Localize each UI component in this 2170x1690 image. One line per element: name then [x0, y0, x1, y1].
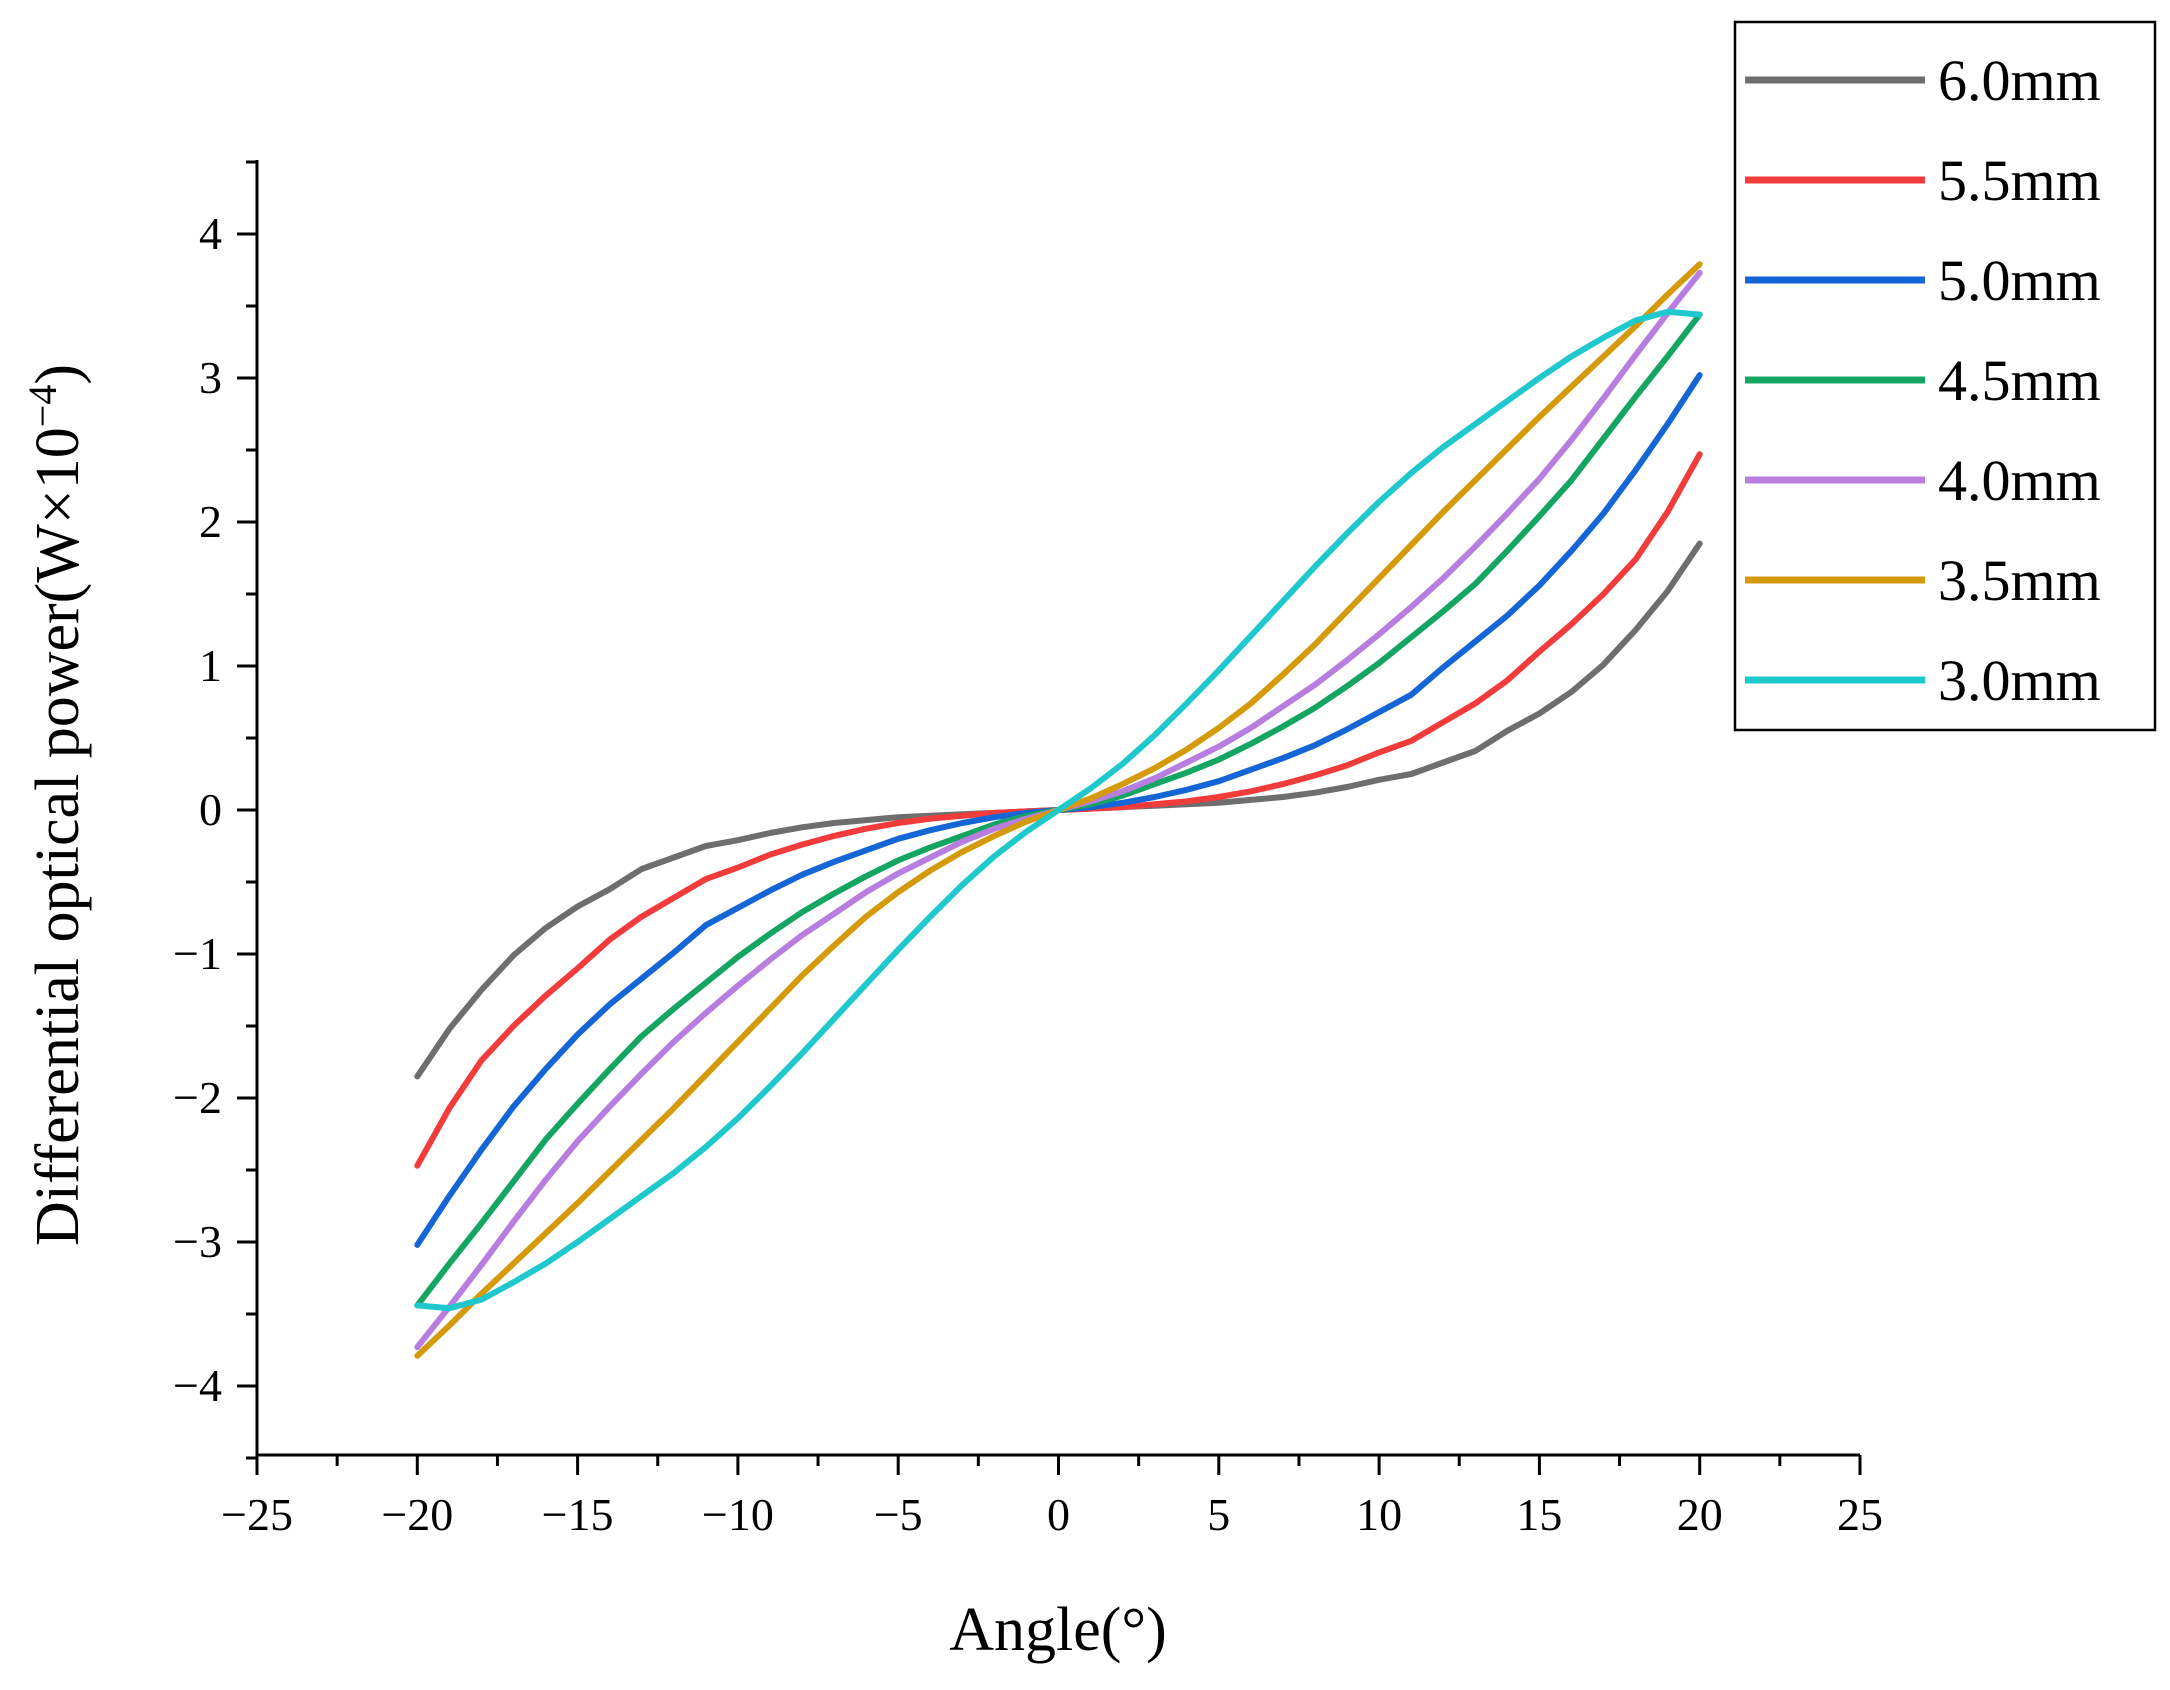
y-tick-label: −1 — [173, 928, 222, 979]
x-tick-label: −15 — [542, 1489, 614, 1540]
y-axis-title-main: Differential optical power(W×10 — [24, 427, 92, 1246]
x-tick-label: 0 — [1047, 1489, 1070, 1540]
x-tick-label: −20 — [381, 1489, 453, 1540]
x-tick-label: −10 — [702, 1489, 774, 1540]
legend-box — [1733, 20, 2157, 732]
legend-label: 3.5mm — [1938, 548, 2101, 613]
x-tick-label: 5 — [1207, 1489, 1230, 1540]
legend-items: 6.0mm 5.5mm 5.0mm 4.5mm 4.0mm 3.5mm 3.0mm — [1745, 48, 2101, 713]
series-lines — [414, 261, 1703, 1359]
x-tick-label: 20 — [1677, 1489, 1723, 1540]
y-axis-ticks: −4 −3 −2 −1 0 1 2 3 4 — [173, 160, 257, 1460]
legend-label: 6.0mm — [1938, 48, 2101, 113]
y-axis-title-exponent: −4 — [20, 385, 65, 428]
y-tick-label: 4 — [199, 208, 222, 259]
series-line-3-0mm — [414, 308, 1703, 1312]
legend-label: 3.0mm — [1938, 648, 2101, 713]
y-tick-label: −3 — [173, 1216, 222, 1267]
y-tick-label: 1 — [199, 640, 222, 691]
legend: 6.0mm 5.5mm 5.0mm 4.5mm 4.0mm 3.5mm 3.0mm — [1733, 20, 2157, 732]
y-tick-label: 2 — [199, 496, 222, 547]
legend-label: 5.0mm — [1938, 248, 2101, 313]
y-tick-label: −4 — [173, 1360, 222, 1411]
x-axis-ticks: −25 −20 −15 −10 −5 0 5 10 15 20 25 — [221, 1455, 1883, 1540]
x-tick-label: 25 — [1837, 1489, 1883, 1540]
legend-label: 4.5mm — [1938, 348, 2101, 413]
legend-label: 5.5mm — [1938, 148, 2101, 213]
y-axis-title: Differential optical power(W×10−4) — [20, 364, 92, 1246]
x-tick-label: −5 — [874, 1489, 923, 1540]
legend-label: 4.0mm — [1938, 448, 2101, 513]
y-tick-label: 3 — [199, 352, 222, 403]
x-axis-title: Angle(°) — [949, 1596, 1167, 1664]
y-tick-label: 0 — [199, 784, 222, 835]
y-axis-title-close: ) — [24, 364, 92, 385]
x-tick-label: −25 — [221, 1489, 293, 1540]
x-tick-label: 10 — [1356, 1489, 1402, 1540]
x-tick-label: 15 — [1516, 1489, 1562, 1540]
y-tick-label: −2 — [173, 1072, 222, 1123]
